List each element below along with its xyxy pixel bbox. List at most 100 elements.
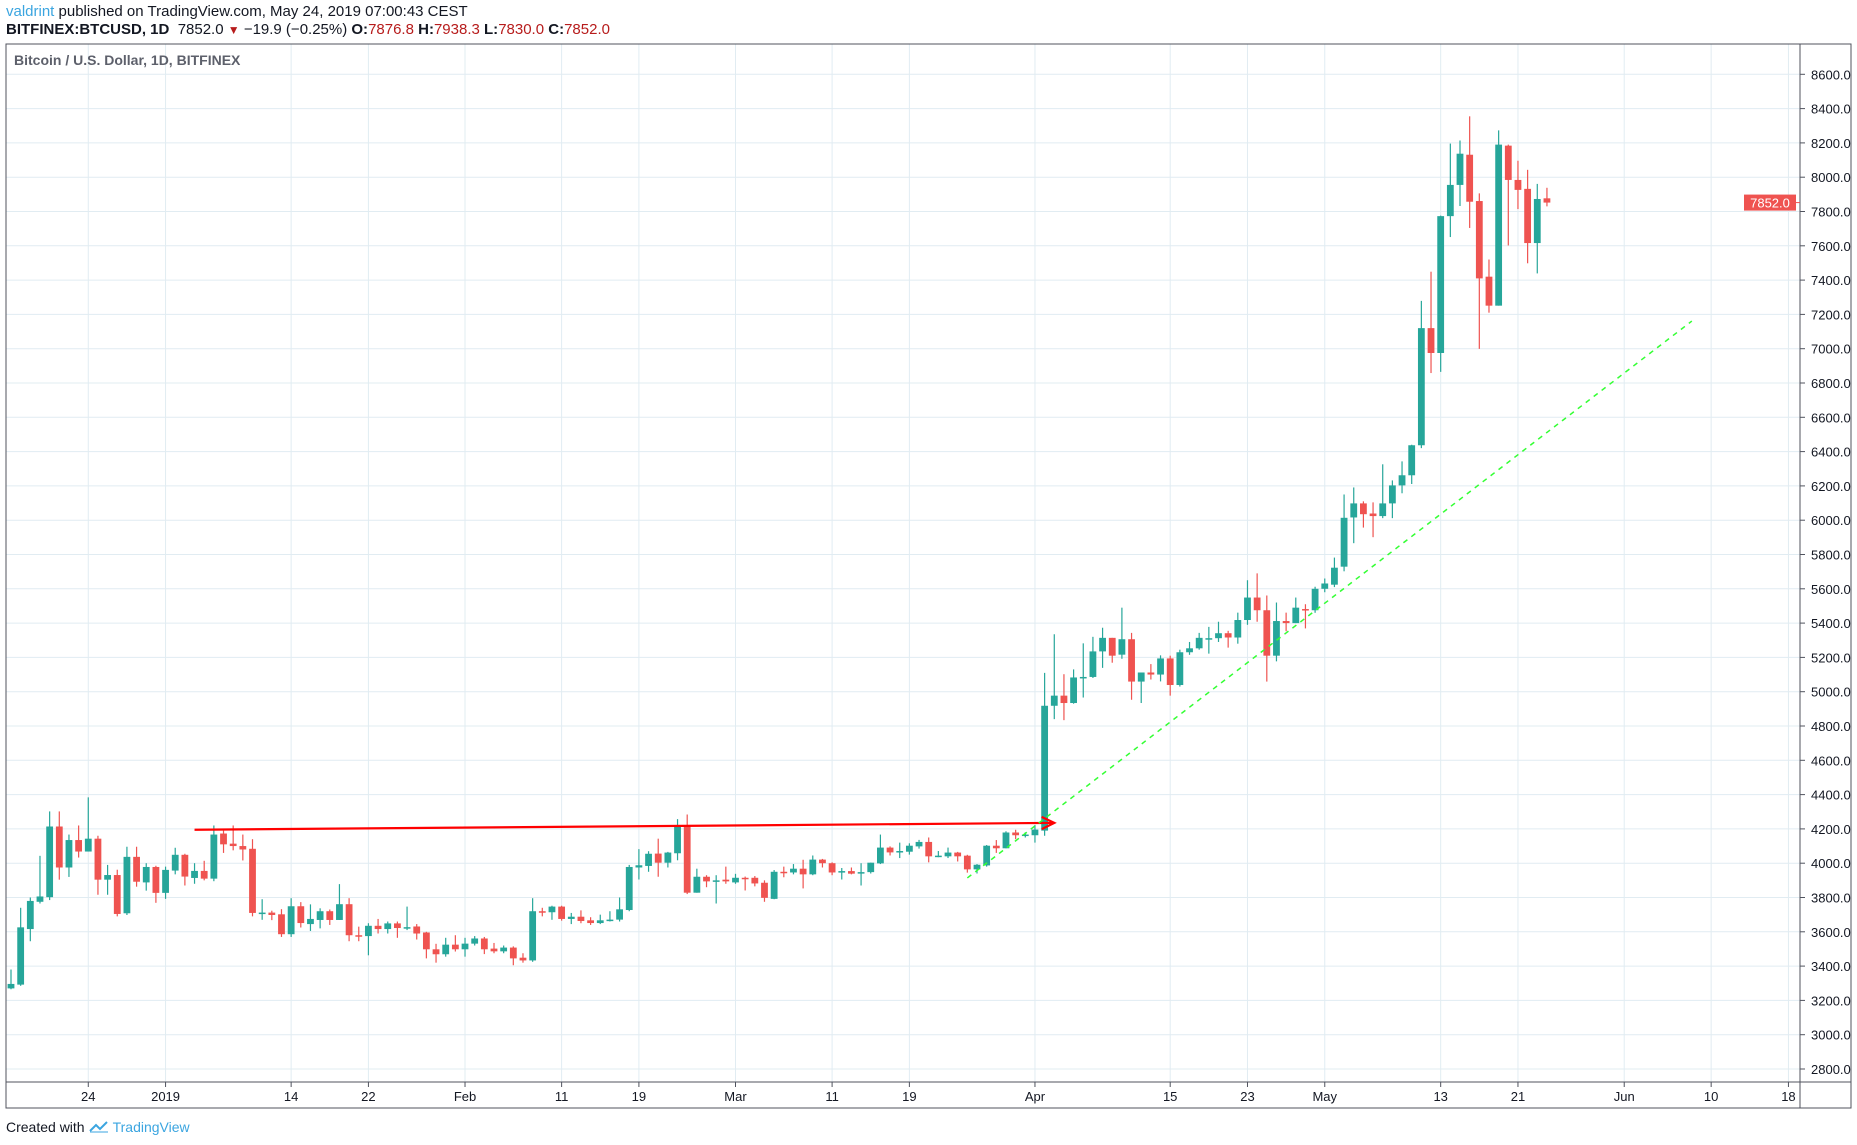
candle[interactable] [1543, 187, 1551, 207]
candle[interactable] [104, 864, 111, 895]
candle[interactable] [1311, 586, 1319, 613]
candle[interactable] [963, 854, 971, 873]
candle[interactable] [1147, 664, 1155, 680]
candle[interactable] [1031, 825, 1039, 843]
candle[interactable] [558, 905, 566, 921]
candle[interactable] [1253, 573, 1261, 622]
candle[interactable] [133, 846, 140, 887]
author-link[interactable]: valdrint [6, 3, 55, 20]
candle[interactable] [877, 834, 884, 865]
candle[interactable] [770, 870, 778, 900]
candle[interactable] [761, 880, 768, 902]
candle[interactable] [374, 918, 382, 934]
candle[interactable] [1379, 464, 1387, 519]
candle[interactable] [519, 953, 527, 963]
candle[interactable] [741, 876, 749, 891]
candle[interactable] [210, 825, 218, 882]
candle[interactable] [790, 864, 797, 875]
candle[interactable] [1041, 672, 1049, 836]
candle[interactable] [934, 851, 942, 858]
candle[interactable] [1002, 831, 1010, 849]
candle[interactable] [896, 842, 904, 859]
candle[interactable] [1408, 444, 1416, 485]
candle[interactable] [171, 847, 179, 875]
candle[interactable] [36, 855, 44, 904]
candle[interactable] [142, 863, 150, 891]
candle[interactable] [828, 862, 836, 876]
candle[interactable] [422, 931, 430, 959]
candle[interactable] [732, 873, 739, 884]
candle[interactable] [94, 835, 102, 895]
candle[interactable] [915, 839, 923, 849]
candle[interactable] [355, 926, 363, 942]
candle[interactable] [886, 846, 894, 856]
candle[interactable] [55, 811, 63, 880]
candle[interactable] [191, 863, 198, 884]
candle[interactable] [848, 867, 855, 875]
candle[interactable] [1244, 580, 1251, 625]
candle[interactable] [1128, 632, 1135, 700]
candle[interactable] [239, 834, 247, 861]
candle[interactable] [1475, 193, 1483, 349]
candle[interactable] [336, 884, 343, 920]
candle[interactable] [1417, 300, 1425, 449]
candle[interactable] [287, 898, 295, 937]
candle[interactable] [1070, 669, 1077, 704]
candle[interactable] [152, 865, 160, 903]
candle[interactable] [1302, 604, 1309, 629]
candle[interactable] [442, 937, 450, 957]
candle[interactable] [1524, 169, 1532, 264]
candle[interactable] [799, 859, 807, 889]
candle[interactable] [954, 851, 962, 862]
drawings[interactable] [194, 320, 1693, 879]
candle[interactable] [1118, 607, 1126, 659]
candle[interactable] [268, 910, 276, 921]
candle[interactable] [1205, 626, 1213, 654]
candle[interactable] [596, 914, 604, 925]
candle[interactable] [819, 858, 826, 868]
candle[interactable] [1331, 557, 1338, 588]
candle[interactable] [17, 907, 25, 986]
candle[interactable] [944, 847, 952, 859]
candle[interactable] [1456, 140, 1464, 207]
candle[interactable] [307, 904, 314, 931]
candle[interactable] [1466, 116, 1474, 228]
candle[interactable] [664, 851, 672, 868]
candle[interactable] [751, 876, 759, 887]
candle[interactable] [1504, 144, 1512, 246]
candle[interactable] [1321, 578, 1329, 593]
candle[interactable] [1108, 637, 1116, 663]
candle[interactable] [925, 837, 933, 863]
candle[interactable] [616, 897, 623, 922]
candle[interactable] [413, 924, 421, 940]
horizontal-arrow-line[interactable] [194, 821, 1055, 831]
candle[interactable] [567, 912, 575, 925]
candle[interactable] [162, 866, 169, 899]
candle[interactable] [1195, 632, 1203, 650]
candle[interactable] [1157, 655, 1164, 682]
candle[interactable] [857, 863, 865, 886]
candle[interactable] [1533, 183, 1541, 274]
dashed-trendline[interactable] [966, 320, 1693, 879]
candle[interactable] [249, 839, 256, 917]
candle[interactable] [577, 910, 585, 924]
candle[interactable] [509, 946, 517, 966]
candle[interactable] [1292, 597, 1300, 624]
candle[interactable] [1089, 636, 1097, 678]
candle[interactable] [75, 825, 83, 858]
candle[interactable] [461, 937, 469, 957]
candle[interactable] [703, 875, 710, 888]
candle[interactable] [123, 846, 131, 915]
candle[interactable] [548, 905, 556, 920]
candle[interactable] [84, 797, 92, 852]
candle[interactable] [683, 814, 691, 895]
candle[interactable] [1099, 627, 1106, 668]
candle[interactable] [1427, 271, 1435, 374]
price-axis[interactable]: 2800.0 3000.0 3200.0 3400.0 3600.0 3800.0 4000… [1800, 67, 1851, 1077]
candle[interactable] [1282, 612, 1290, 632]
candle[interactable] [809, 855, 817, 876]
candle[interactable] [365, 923, 372, 956]
candle[interactable] [780, 866, 788, 878]
candle[interactable] [432, 943, 440, 963]
